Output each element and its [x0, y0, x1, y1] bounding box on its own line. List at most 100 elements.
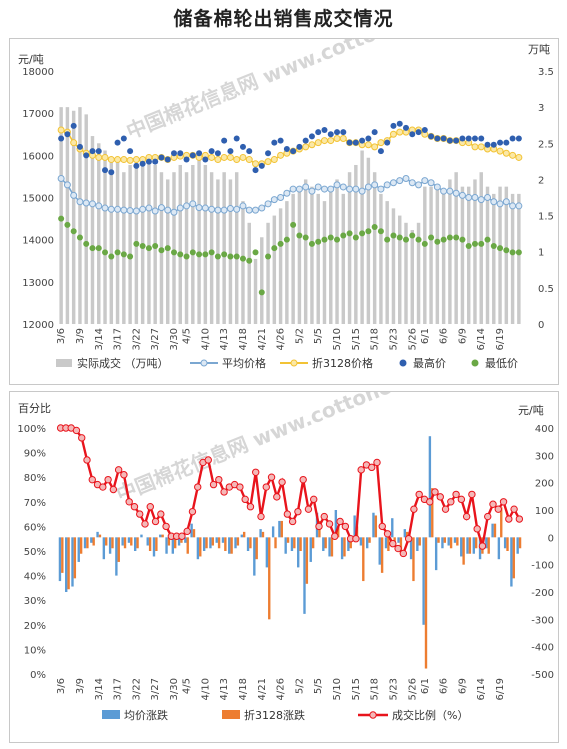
- series-point: [264, 158, 272, 166]
- avg-change-bar: [359, 537, 363, 546]
- ratio-point: [136, 510, 144, 518]
- left-axis-unit: 百分比: [18, 402, 51, 415]
- p3128-change-bar: [443, 537, 447, 543]
- p3128-change-bar: [349, 537, 352, 549]
- bottom-chart-panel: 中国棉花信息网 www.cottonchina.org 百分比 元/吨 0% 10% 20…: [9, 391, 559, 743]
- low-price-point: [415, 236, 422, 243]
- right-tick-label: -400: [531, 643, 554, 654]
- x-tick-label: 3/9: [75, 678, 86, 694]
- ratio-point: [188, 507, 197, 516]
- low-price-point: [202, 251, 209, 258]
- left-tick-label: 15000: [22, 194, 54, 205]
- x-tick-label: 6/14: [476, 328, 487, 350]
- series-point: [164, 206, 172, 214]
- p3128-change-bar: [79, 537, 83, 554]
- low-price-point: [64, 221, 71, 228]
- low-price-point: [440, 236, 447, 243]
- volume-bar: [466, 186, 471, 324]
- volume-bar: [341, 193, 346, 324]
- x-tick-label: 5/5: [313, 678, 324, 694]
- high-price-point: [246, 148, 253, 155]
- low-price-point: [133, 240, 140, 247]
- low-price-point: [409, 232, 416, 239]
- x-tick-label: 6/1: [420, 678, 431, 694]
- avg-change-bar: [309, 537, 312, 562]
- ratio-point: [246, 503, 255, 511]
- series-point: [214, 156, 222, 164]
- series-point: [277, 151, 285, 159]
- avg-change-bar: [259, 529, 262, 538]
- ratio-point: [436, 493, 444, 501]
- ratio-point: [151, 517, 160, 526]
- x-tick-label: 3/14: [94, 328, 105, 350]
- series-point: [101, 204, 109, 212]
- series-point: [57, 126, 65, 134]
- p3128-change-bar: [73, 537, 77, 579]
- right-axis-unit: 元/吨: [518, 404, 544, 417]
- p3128-change-bar: [230, 537, 233, 554]
- volume-bar: [329, 186, 333, 324]
- ratio-point: [357, 466, 365, 474]
- x-tick-label: 4/5: [182, 328, 193, 344]
- series-point: [496, 200, 504, 208]
- ratio-point: [494, 505, 502, 513]
- avg-change-bar: [347, 537, 350, 551]
- avg-change-bar: [121, 537, 124, 546]
- series-point: [120, 156, 128, 164]
- x-tick-label: 5/15: [351, 678, 362, 700]
- high-price-point: [258, 162, 265, 169]
- right-tick-label: 2: [538, 175, 544, 186]
- series-point: [101, 153, 109, 161]
- change-ratio-chart: 中国棉花信息网 www.cottonchina.org 百分比 元/吨 0% 10% 20…: [17, 392, 554, 722]
- low-price-point: [403, 236, 409, 243]
- low-price-point: [164, 245, 171, 252]
- low-price-point: [359, 230, 366, 237]
- p3128-change-bar: [431, 488, 434, 538]
- p3128-change-bar: [217, 537, 221, 549]
- avg-change-bar: [202, 537, 206, 551]
- p3128-change-bar: [167, 537, 171, 546]
- avg-change-bar: [190, 523, 193, 538]
- volume-bar: [492, 193, 496, 324]
- low-price-point: [95, 245, 102, 252]
- volume-bar: [103, 150, 107, 324]
- series-point: [490, 198, 498, 206]
- ratio-point: [389, 539, 397, 548]
- ratio-point: [457, 495, 466, 504]
- p3128-change-bar: [117, 537, 120, 562]
- ratio-point: [352, 535, 360, 543]
- x-tick-label: 3/30: [169, 328, 180, 350]
- p3128-change-bar: [456, 537, 459, 546]
- x-tick-label: 3/22: [131, 678, 142, 700]
- volume-bar: [360, 150, 364, 324]
- avg-change-bar: [253, 537, 256, 576]
- avg-change-bar: [171, 537, 174, 554]
- ratio-point: [368, 463, 376, 472]
- series-point: [383, 181, 391, 189]
- ratio-point: [104, 475, 112, 484]
- volume-bar: [297, 186, 302, 324]
- volume-bar: [109, 157, 114, 324]
- avg-change-bar: [466, 537, 469, 554]
- volume-bar: [253, 258, 258, 324]
- p3128-change-bar: [180, 537, 183, 543]
- series-point: [107, 205, 115, 213]
- low-price-point: [183, 253, 190, 260]
- left-tick-label: 16000: [22, 151, 54, 162]
- low-price-point: [315, 238, 322, 245]
- x-tick-label: 4/13: [219, 678, 230, 700]
- ratio-point: [478, 542, 487, 550]
- right-tick-label: -100: [531, 561, 554, 572]
- ratio-point: [120, 471, 128, 479]
- volume-bar: [172, 172, 176, 324]
- high-price-point: [196, 150, 203, 157]
- series-point: [76, 198, 84, 206]
- series-point: [233, 156, 241, 164]
- low-price-point: [102, 249, 109, 256]
- legend-high-marker: [399, 359, 407, 367]
- p3128-change-bar: [305, 537, 309, 584]
- avg-change-bar: [271, 526, 275, 538]
- p3128-change-bar: [468, 537, 472, 554]
- right-tick-label: 0: [548, 533, 554, 544]
- high-price-point: [308, 133, 315, 140]
